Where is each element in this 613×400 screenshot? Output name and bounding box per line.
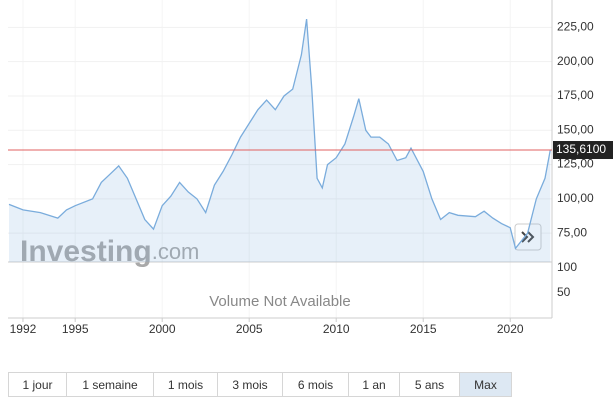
area [9, 19, 551, 262]
price-line [8, 19, 551, 250]
range-button[interactable]: 1 jour [9, 373, 67, 396]
range-button[interactable]: 6 mois [283, 373, 349, 396]
x-tick-label: 2015 [410, 322, 437, 336]
y-tick-label: 125,00 [557, 157, 594, 171]
last-price-label: 135,6100 [556, 142, 606, 156]
volume-note: Volume Not Available [209, 293, 350, 310]
last-price-box [553, 141, 613, 160]
x-tick-label: 1992 [10, 322, 37, 336]
brand: Investing [20, 235, 152, 268]
x-tick-label: 2000 [149, 322, 176, 336]
scroll-button[interactable] [514, 223, 542, 251]
range-button[interactable]: 3 mois [218, 373, 283, 396]
x-tick-label: 2005 [236, 322, 263, 336]
y-tick-label: 150,00 [557, 122, 594, 136]
x-tick-label: 2010 [323, 322, 350, 336]
volume-tick-label: 50 [557, 285, 571, 299]
y-tick-label: 225,00 [557, 20, 594, 34]
range-button[interactable]: Max [460, 373, 511, 396]
x-tick-label: 1995 [62, 322, 89, 336]
range-button[interactable]: 1 mois [154, 373, 218, 396]
brand-suffix: .com [152, 239, 200, 264]
y-tick-label: 200,00 [557, 54, 594, 68]
y-tick-label: 175,00 [557, 88, 594, 102]
range-button[interactable]: 5 ans [400, 373, 460, 396]
watermark: Investing.com [20, 235, 199, 268]
range-button[interactable]: 1 semaine [67, 373, 154, 396]
range-button[interactable]: 1 an [349, 373, 400, 396]
volume-tick-label: 100 [557, 260, 577, 274]
y-tick-label: 75,00 [557, 225, 587, 239]
range-buttons: 1 jour 1 semaine 1 mois 3 mois 6 mois 1 an 5 a… [8, 372, 512, 397]
chart: Investing.com Volume Not Available 75,00… [8, 0, 613, 336]
x-tick-label: 2020 [497, 322, 524, 336]
y-tick-label: 100,00 [557, 191, 594, 205]
